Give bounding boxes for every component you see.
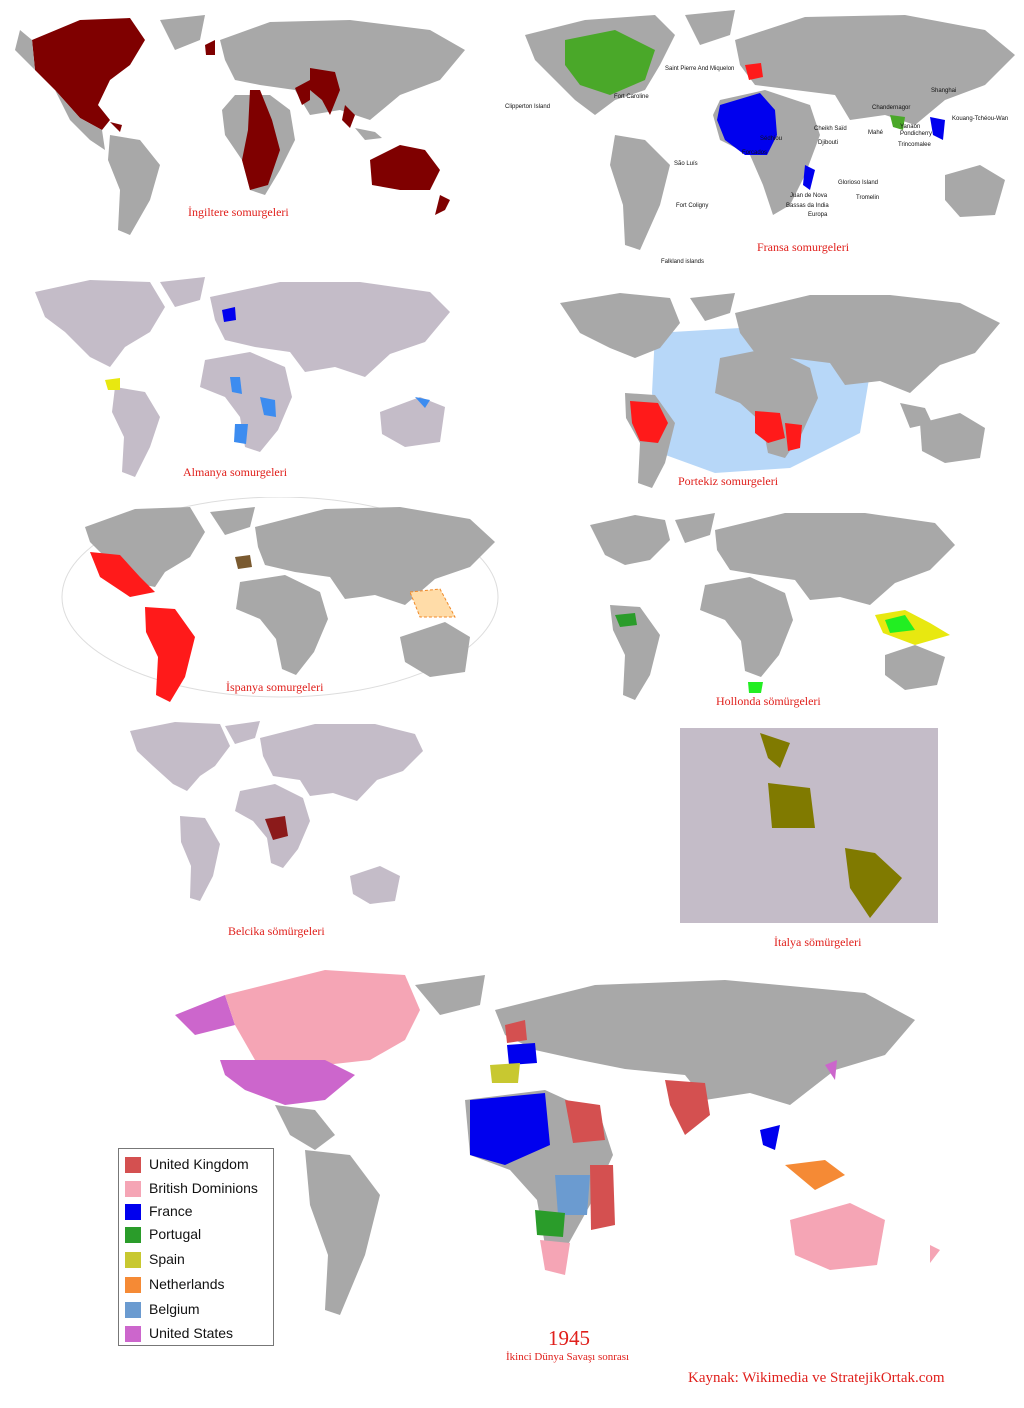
map-italy [680, 728, 938, 923]
legend-label: Spain [149, 1251, 185, 1267]
year-label: 1945 [548, 1326, 590, 1350]
legend-label: Portugal [149, 1226, 202, 1242]
label-bassas: Bassas da India [786, 203, 829, 209]
legend-item: France [125, 1202, 273, 1224]
map-1945 [125, 965, 1020, 1365]
map-belgium [125, 716, 425, 926]
legend-swatch [125, 1252, 141, 1268]
legend-swatch [125, 1302, 141, 1318]
label-kouang: Kouang-Tchéou-Wan [952, 116, 1009, 122]
caption-portugal: Portekiz somurgeleri [678, 474, 779, 488]
label-chandernagor: Chandernagor [872, 105, 911, 111]
label-falkland: Falkland islands [661, 259, 705, 265]
legend-swatch [125, 1227, 141, 1243]
legend-item: Netherlands [125, 1275, 273, 1297]
legend-item: British Dominions [125, 1179, 273, 1201]
legend-item: United States [125, 1324, 273, 1346]
label-pondicherry: Pondicherry [900, 131, 933, 137]
label-saint-pierre: Saint Pierre And Miquelon [665, 66, 735, 72]
map-france [505, 5, 1020, 265]
label-fort-caroline: Fort Caroline [614, 94, 649, 100]
map-spain [60, 497, 500, 702]
legend-item: United Kingdom [125, 1155, 273, 1177]
map-netherlands [585, 505, 960, 703]
map-portugal [540, 283, 1015, 493]
legend-swatch [125, 1157, 141, 1173]
legend-swatch [125, 1204, 141, 1220]
caption-netherlands: Hollonda sömürgeleri [716, 694, 821, 708]
label-yanaon: Yanaon [900, 124, 921, 130]
label-forcados: Forcados [742, 150, 768, 156]
map-britain [10, 10, 470, 240]
label-glorioso: Glorioso Island [838, 180, 879, 186]
legend-label: Netherlands [149, 1276, 225, 1292]
caption-italy: İtalya sömürgeleri [774, 935, 862, 949]
legend-label: British Dominions [149, 1180, 258, 1196]
label-europa: Europa [808, 212, 828, 218]
legend-label: United States [149, 1325, 234, 1341]
label-mahe: Mahé [868, 130, 884, 136]
legend-swatch [125, 1277, 141, 1293]
label-fort-coligny: Fort Coligny [676, 203, 709, 209]
label-juan-de-nova: Juan de Nova [790, 193, 828, 199]
caption-britain: İngiltere somurgeleri [188, 205, 289, 219]
label-sao-luis: São Luís [674, 161, 698, 167]
label-clipperton: Clipperton Island [505, 104, 551, 110]
label-trincomalee: Trincomalee [898, 142, 931, 148]
legend: United Kingdom British Dominions France … [118, 1148, 274, 1346]
map-germany [20, 272, 460, 487]
label-shanghai: Shanghai [931, 88, 957, 94]
caption-spain: İspanya somurgeleri [226, 680, 324, 694]
label-djibouti: Djibouti [818, 140, 839, 146]
legend-item: Portugal [125, 1225, 273, 1247]
legend-swatch [125, 1181, 141, 1197]
label-cheikh-said: Cheikh Saïd [814, 126, 847, 132]
legend-label: United Kingdom [149, 1156, 249, 1172]
legend-item: Belgium [125, 1300, 273, 1322]
label-tromelin: Tromelin [856, 195, 880, 201]
legend-label: Belgium [149, 1301, 200, 1317]
source-credit: Kaynak: Wikimedia ve StratejikOrtak.com [688, 1370, 945, 1386]
caption-germany: Almanya somurgeleri [183, 465, 288, 479]
legend-item: Spain [125, 1250, 273, 1272]
legend-swatch [125, 1326, 141, 1342]
caption-france: Fransa somurgeleri [757, 240, 850, 254]
label-sedhiou: Sédhiou [760, 136, 783, 142]
final-map-subtitle: İkinci Dünya Savaşı sonrası [506, 1351, 630, 1363]
legend-label: France [149, 1203, 193, 1219]
caption-belgium: Belcika sömürgeleri [228, 924, 325, 938]
